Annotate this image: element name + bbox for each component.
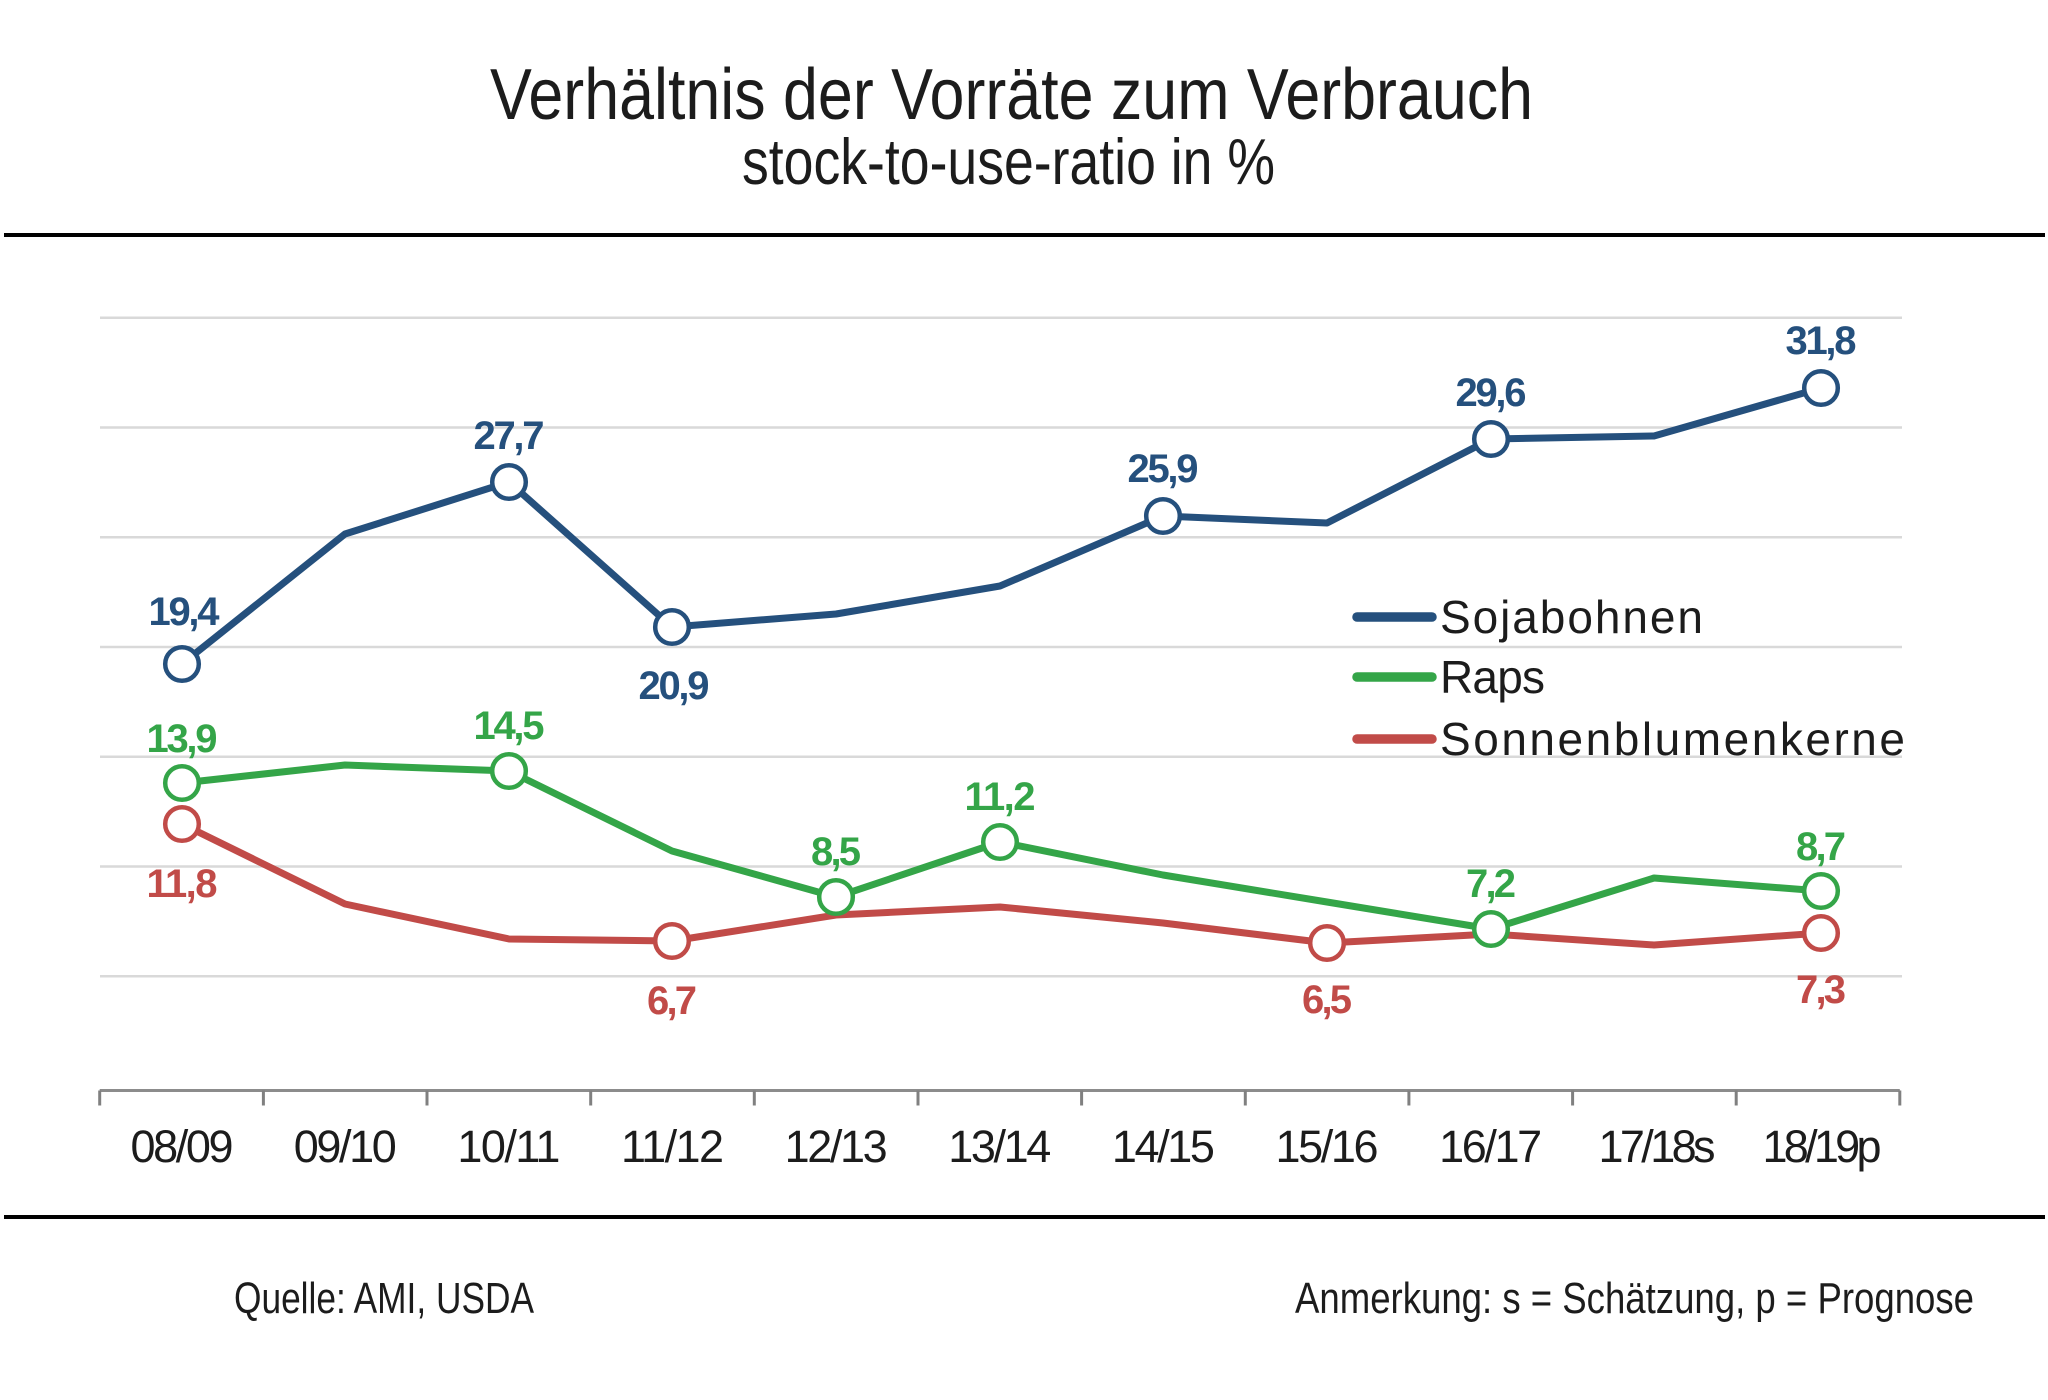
svg-text:09/10: 09/10 <box>294 1121 397 1172</box>
svg-text:Anmerkung: s = Schätzung, p =: Anmerkung: s = Schätzung, p = Prognose <box>1295 1275 1974 1323</box>
svg-text:Raps: Raps <box>1440 651 1545 703</box>
svg-text:Verhältnis der Vorräte zum Ver: Verhältnis der Vorräte zum Verbrauch <box>490 55 1533 135</box>
svg-text:31,8: 31,8 <box>1786 319 1857 363</box>
svg-text:7,2: 7,2 <box>1466 862 1516 906</box>
svg-text:8,5: 8,5 <box>811 830 861 874</box>
svg-text:16/17: 16/17 <box>1439 1121 1542 1172</box>
svg-text:14,5: 14,5 <box>474 704 545 748</box>
svg-text:13,9: 13,9 <box>147 717 218 761</box>
svg-text:13/14: 13/14 <box>948 1121 1051 1172</box>
svg-text:8,7: 8,7 <box>1796 825 1846 869</box>
svg-text:08/09: 08/09 <box>131 1121 234 1172</box>
svg-text:15/16: 15/16 <box>1276 1121 1379 1172</box>
svg-text:10/11: 10/11 <box>457 1121 560 1172</box>
svg-text:14/15: 14/15 <box>1112 1121 1215 1172</box>
svg-text:11/12: 11/12 <box>621 1121 724 1172</box>
svg-text:7,3: 7,3 <box>1796 968 1846 1012</box>
svg-text:20,9: 20,9 <box>639 664 710 708</box>
svg-text:Sonnenblumenkerne: Sonnenblumenkerne <box>1440 713 1905 765</box>
svg-text:Quelle: AMI, USDA: Quelle: AMI, USDA <box>234 1275 534 1323</box>
svg-text:Sojabohnen: Sojabohnen <box>1440 591 1703 643</box>
svg-text:25,9: 25,9 <box>1128 447 1199 491</box>
svg-text:19,4: 19,4 <box>149 590 221 634</box>
svg-text:6,7: 6,7 <box>647 979 697 1023</box>
svg-text:18/19p: 18/19p <box>1763 1121 1882 1172</box>
svg-text:11,2: 11,2 <box>965 775 1036 819</box>
svg-text:stock-to-use-ratio in %: stock-to-use-ratio in % <box>742 125 1275 198</box>
svg-text:11,8: 11,8 <box>147 862 218 906</box>
svg-text:29,6: 29,6 <box>1456 371 1527 415</box>
svg-text:6,5: 6,5 <box>1302 978 1352 1022</box>
svg-text:12/13: 12/13 <box>785 1121 888 1172</box>
svg-text:17/18s: 17/18s <box>1599 1121 1716 1172</box>
svg-text:27,7: 27,7 <box>474 414 545 458</box>
